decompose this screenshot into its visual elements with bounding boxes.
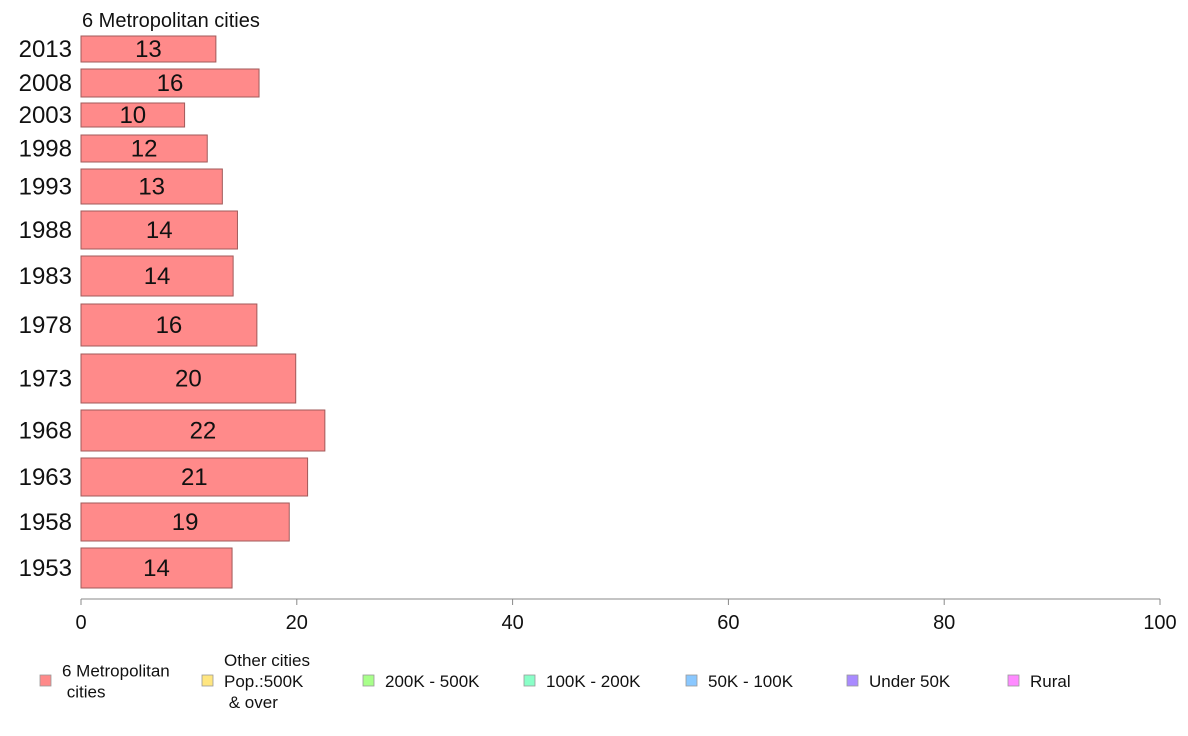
y-tick-label-1993: 1993 xyxy=(19,174,72,201)
bar-1953 xyxy=(80,547,233,589)
legend-swatch-1 xyxy=(201,674,214,687)
x-tick-label-40: 40 xyxy=(501,612,523,634)
legend: 6 Metropolitan cities Other cities Pop.:50… xyxy=(39,651,1071,712)
legend-label-4: 50K - 100K xyxy=(708,672,794,691)
bar-1963 xyxy=(80,457,309,497)
y-tick-label-1973: 1973 xyxy=(19,366,72,393)
x-tick-label-60: 60 xyxy=(717,612,739,634)
legend-label-2: 200K - 500K xyxy=(385,672,480,691)
bar-1978 xyxy=(80,303,258,347)
y-tick-label-2013: 2013 xyxy=(19,36,72,63)
bar-value-label-1973: 20 xyxy=(175,366,202,393)
bar-value-label-2003: 10 xyxy=(119,102,146,129)
y-tick-label-1978: 1978 xyxy=(19,312,72,339)
y-tick-label-1983: 1983 xyxy=(19,263,72,290)
bar-value-label-2008: 16 xyxy=(157,70,184,97)
bar-value-label-1998: 12 xyxy=(131,136,158,163)
bar-2003 xyxy=(80,102,186,128)
y-tick-label-1998: 1998 xyxy=(19,136,72,163)
bar-1988 xyxy=(80,210,238,250)
y-tick-label-1958: 1958 xyxy=(19,509,72,536)
bar-value-label-1953: 14 xyxy=(143,555,170,582)
legend-label-5: Under 50K xyxy=(869,672,951,691)
bar-value-label-1958: 19 xyxy=(172,509,199,536)
legend-swatch-6 xyxy=(1007,674,1020,687)
chart-title: 6 Metropolitan cities xyxy=(82,10,260,32)
x-tick-label-20: 20 xyxy=(286,612,308,634)
y-tick-label-1953: 1953 xyxy=(19,555,72,582)
legend-swatch-2 xyxy=(362,674,375,687)
legend-swatch-3 xyxy=(523,674,536,687)
legend-swatch-5 xyxy=(846,674,859,687)
legend-swatch-0 xyxy=(39,674,52,687)
y-tick-label-1963: 1963 xyxy=(19,464,72,491)
bar-value-label-1993: 13 xyxy=(138,174,165,201)
bar-1983 xyxy=(80,255,234,297)
x-tick-label-0: 0 xyxy=(75,612,86,634)
legend-label-1: Other cities Pop.:500K & over xyxy=(224,651,310,712)
legend-label-0: 6 Metropolitan cities xyxy=(62,662,170,702)
bar-value-label-1983: 14 xyxy=(144,263,171,290)
bar-2013 xyxy=(80,35,217,63)
y-tick-label-1988: 1988 xyxy=(19,217,72,244)
bar-value-label-1978: 16 xyxy=(156,312,183,339)
bar-value-label-1988: 14 xyxy=(146,217,173,244)
legend-label-6: Rural xyxy=(1030,672,1071,691)
bar-1998 xyxy=(80,134,208,163)
bar-1968 xyxy=(80,409,326,452)
y-tick-label-2008: 2008 xyxy=(19,70,72,97)
bar-value-label-1963: 21 xyxy=(181,464,208,491)
bar-1993 xyxy=(80,168,223,205)
bar-1973 xyxy=(80,353,297,404)
legend-label-3: 100K - 200K xyxy=(546,672,641,691)
x-axis: 0 20 40 60 80 100 xyxy=(75,598,1177,634)
y-tick-label-1968: 1968 xyxy=(19,418,72,445)
y-axis-labels: 2013 2008 2003 1998 1993 1988 1983 1978 1973 1968… xyxy=(19,36,72,582)
bar-2008 xyxy=(80,68,260,98)
x-tick-label-80: 80 xyxy=(933,612,955,634)
legend-swatch-4 xyxy=(685,674,698,687)
bar-1958 xyxy=(80,502,290,542)
x-tick-label-100: 100 xyxy=(1143,612,1176,634)
y-tick-label-2003: 2003 xyxy=(19,102,72,129)
bar-value-label-2013: 13 xyxy=(135,36,162,63)
bar-value-label-1968: 22 xyxy=(190,418,217,445)
